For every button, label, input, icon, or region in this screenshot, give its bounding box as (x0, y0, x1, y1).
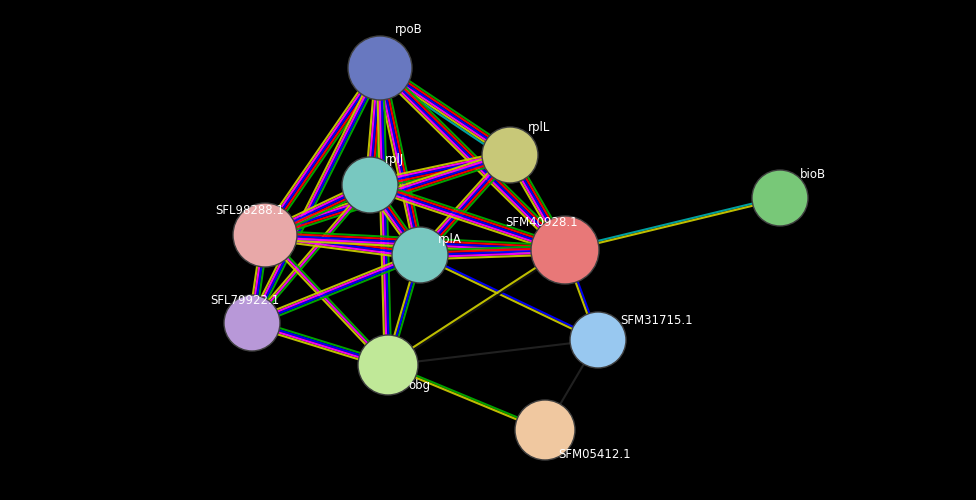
Ellipse shape (348, 36, 412, 100)
Text: SFL79922.1: SFL79922.1 (210, 294, 279, 306)
Ellipse shape (358, 335, 418, 395)
Ellipse shape (570, 312, 626, 368)
Ellipse shape (482, 127, 538, 183)
Text: SFM05412.1: SFM05412.1 (558, 448, 630, 462)
Text: SFL98288.1: SFL98288.1 (215, 204, 284, 216)
Text: obg: obg (408, 378, 430, 392)
Text: SFM31715.1: SFM31715.1 (620, 314, 693, 326)
Text: SFM40928.1: SFM40928.1 (505, 216, 578, 228)
Text: rpoB: rpoB (395, 24, 423, 36)
Ellipse shape (342, 157, 398, 213)
Ellipse shape (752, 170, 808, 226)
Text: rplA: rplA (438, 234, 462, 246)
Ellipse shape (224, 295, 280, 351)
Ellipse shape (531, 216, 599, 284)
Ellipse shape (233, 203, 297, 267)
Ellipse shape (392, 227, 448, 283)
Text: rplJ: rplJ (385, 154, 404, 166)
Text: bioB: bioB (800, 168, 826, 181)
Text: rplL: rplL (528, 122, 550, 134)
Ellipse shape (515, 400, 575, 460)
